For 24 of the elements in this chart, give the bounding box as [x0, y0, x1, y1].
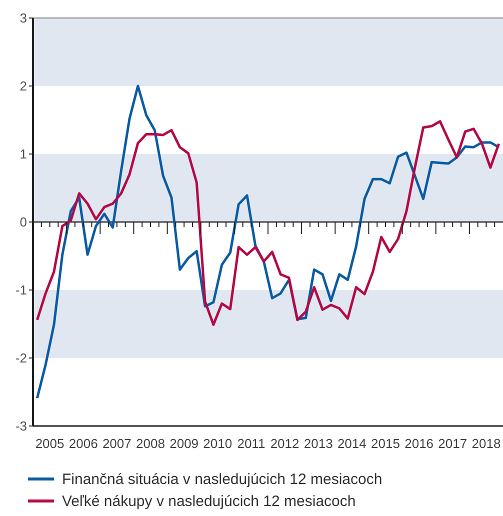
legend-label: Veľké nákupy v nasledujúcich 12 mesiacoch [62, 492, 356, 510]
x-tick-label: 2008 [136, 436, 165, 451]
x-tick-label: 2014 [337, 436, 366, 451]
x-tick-label: 2017 [438, 436, 468, 451]
x-tick-label: 2007 [102, 436, 132, 451]
y-tick-label: -1 [15, 282, 27, 298]
legend-label: Finančná situácia v nasledujúcich 12 mesiacoch [62, 470, 382, 488]
x-tick-label: 2015 [371, 436, 400, 451]
y-tick-label: 0 [20, 214, 27, 230]
x-tick-label: 2006 [68, 436, 98, 451]
x-tick-label: 2011 [237, 436, 266, 451]
y-tick-label: -3 [15, 418, 27, 434]
y-tick-label: -2 [15, 350, 27, 366]
x-tick-label: 2016 [404, 436, 434, 451]
y-tick-label: 3 [20, 10, 27, 26]
y-tick-label: 1 [20, 146, 27, 162]
line-series [36, 120, 500, 326]
x-tick-label: 2009 [170, 436, 199, 451]
x-tick-label: 2018 [472, 436, 501, 451]
x-tick-label: 2013 [304, 436, 333, 451]
x-tick-label: 2005 [35, 436, 64, 451]
y-tick-label: 2 [20, 78, 27, 94]
x-tick-label: 2010 [203, 436, 232, 451]
x-tick-label: 2012 [270, 436, 300, 451]
